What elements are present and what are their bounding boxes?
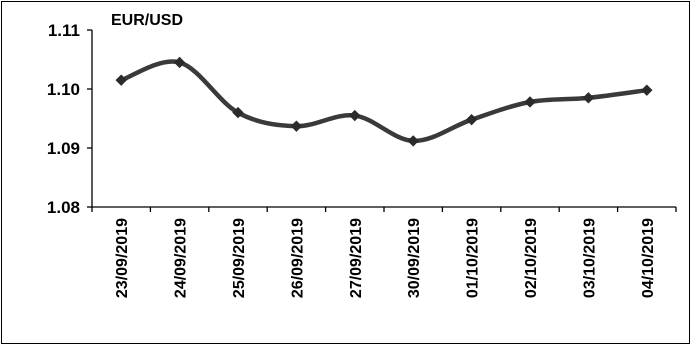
data-point-marker (232, 106, 244, 119)
y-tick-label: 1.08 (47, 198, 80, 217)
data-point-marker (349, 109, 361, 122)
data-point-marker (641, 84, 653, 96)
data-point-marker (115, 74, 127, 86)
data-point-marker (407, 135, 419, 147)
series-line-eur-usd (118, 59, 650, 144)
x-tick-label: 26/09/2019 (289, 218, 306, 298)
x-tick-labels: 23/09/2019 24/09/2019 25/09/2019 26/09/2019… (114, 218, 657, 298)
x-tick-label: 04/10/2019 (640, 218, 657, 298)
data-point-marker (290, 120, 303, 132)
x-tick-label: 30/09/2019 (406, 218, 423, 298)
data-point-marker (465, 113, 478, 126)
series-label: EUR/USD (111, 12, 183, 29)
series-group (115, 56, 653, 147)
chart-axes (87, 29, 677, 212)
data-point-marker (173, 56, 186, 69)
y-tick-labels: 1.08 1.09 1.10 1.11 (47, 21, 80, 217)
x-tick-label: 03/10/2019 (581, 218, 598, 298)
x-tick-label: 25/09/2019 (231, 218, 248, 298)
data-point-marker (582, 92, 595, 104)
data-point-marker (524, 96, 536, 108)
y-tick-label: 1.10 (47, 80, 80, 99)
x-tick-label: 23/09/2019 (114, 218, 131, 298)
x-tick-label: 27/09/2019 (348, 218, 365, 298)
y-tick-label: 1.09 (47, 139, 80, 158)
y-tick-label: 1.11 (48, 21, 80, 40)
x-tick-label: 01/10/2019 (465, 218, 482, 298)
x-tick-label: 24/09/2019 (173, 218, 190, 298)
x-tick-label: 02/10/2019 (523, 218, 540, 298)
